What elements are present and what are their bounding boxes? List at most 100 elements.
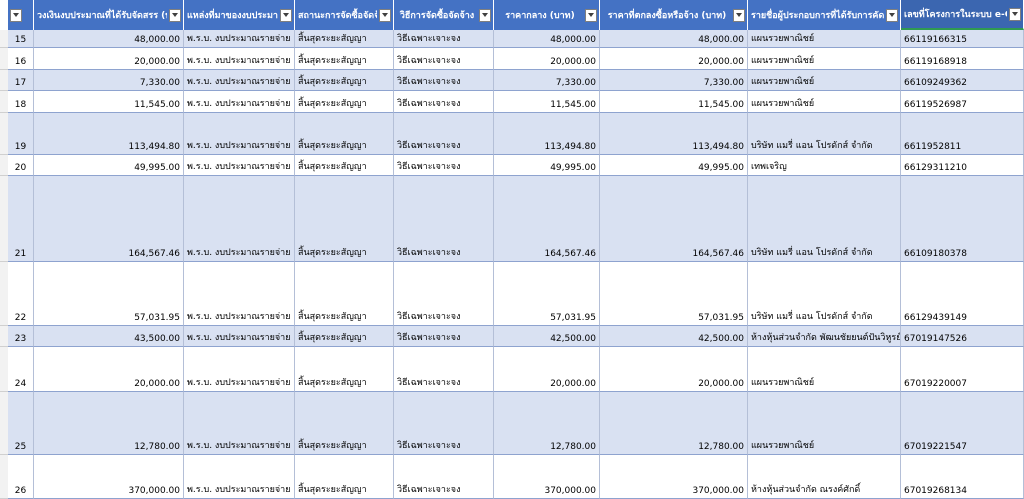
cell-method[interactable]: วิธีเฉพาะเจาะจง: [394, 176, 494, 262]
cell-method[interactable]: วิธีเฉพาะเจาะจง: [394, 455, 494, 499]
cell-agreed[interactable]: 370,000.00: [600, 455, 748, 499]
cell-source[interactable]: พ.ร.บ. งบประมาณรายจ่าย: [184, 30, 295, 48]
cell-median[interactable]: 164,567.46: [494, 176, 600, 262]
dropdown-arrow-icon[interactable]: [733, 8, 745, 22]
cell-median[interactable]: 12,780.00: [494, 392, 600, 455]
cell-vendor[interactable]: แผนรวยพาณิชย์: [748, 347, 901, 392]
cell-source[interactable]: พ.ร.บ. งบประมาณรายจ่าย: [184, 326, 295, 347]
cell-budget[interactable]: 20,000.00: [34, 347, 184, 392]
cell-status[interactable]: สิ้นสุดระยะสัญญา: [295, 392, 394, 455]
cell-method[interactable]: วิธีเฉพาะเจาะจง: [394, 155, 494, 176]
dropdown-arrow-icon[interactable]: [1009, 7, 1021, 21]
cell-budget[interactable]: 57,031.95: [34, 262, 184, 326]
cell-median[interactable]: 48,000.00: [494, 30, 600, 48]
cell-status[interactable]: สิ้นสุดระยะสัญญา: [295, 91, 394, 113]
dropdown-arrow-icon[interactable]: [280, 8, 292, 22]
cell-median[interactable]: 57,031.95: [494, 262, 600, 326]
cell-no[interactable]: 17: [8, 70, 34, 91]
cell-budget[interactable]: 164,567.46: [34, 176, 184, 262]
cell-method[interactable]: วิธีเฉพาะเจาะจง: [394, 91, 494, 113]
dropdown-arrow-icon[interactable]: [585, 8, 597, 22]
cell-egp[interactable]: 66119526987: [901, 91, 1024, 113]
cell-agreed[interactable]: 42,500.00: [600, 326, 748, 347]
cell-vendor[interactable]: บริษัท แมรี่ แอน โปรดักส์ จำกัด: [748, 262, 901, 326]
cell-vendor[interactable]: บริษัท แมรี่ แอน โปรดักส์ จำกัด: [748, 113, 901, 155]
cell-no[interactable]: 26: [8, 455, 34, 499]
row-header[interactable]: [0, 455, 8, 499]
cell-vendor[interactable]: แผนรวยพาณิชย์: [748, 91, 901, 113]
cell-vendor[interactable]: แผนรวยพาณิชย์: [748, 392, 901, 455]
cell-egp[interactable]: 67019268134: [901, 455, 1024, 499]
cell-source[interactable]: พ.ร.บ. งบประมาณรายจ่าย: [184, 70, 295, 91]
cell-method[interactable]: วิธีเฉพาะเจาะจง: [394, 262, 494, 326]
cell-method[interactable]: วิธีเฉพาะเจาะจง: [394, 48, 494, 70]
dropdown-arrow-icon[interactable]: [10, 8, 22, 22]
header-agreed[interactable]: ราคาที่ตกลงซื้อหรือจ้าง (บาท): [600, 0, 748, 30]
cell-budget[interactable]: 370,000.00: [34, 455, 184, 499]
row-header[interactable]: [0, 347, 8, 392]
cell-no[interactable]: 18: [8, 91, 34, 113]
cell-source[interactable]: พ.ร.บ. งบประมาณรายจ่าย: [184, 155, 295, 176]
cell-source[interactable]: พ.ร.บ. งบประมาณรายจ่าย: [184, 392, 295, 455]
cell-source[interactable]: พ.ร.บ. งบประมาณรายจ่าย: [184, 262, 295, 326]
cell-source[interactable]: พ.ร.บ. งบประมาณรายจ่าย: [184, 176, 295, 262]
cell-median[interactable]: 49,995.00: [494, 155, 600, 176]
header-no[interactable]: [8, 0, 34, 30]
cell-source[interactable]: พ.ร.บ. งบประมาณรายจ่าย: [184, 347, 295, 392]
cell-method[interactable]: วิธีเฉพาะเจาะจง: [394, 113, 494, 155]
row-header[interactable]: [0, 113, 8, 155]
cell-status[interactable]: สิ้นสุดระยะสัญญา: [295, 155, 394, 176]
cell-budget[interactable]: 7,330.00: [34, 70, 184, 91]
cell-method[interactable]: วิธีเฉพาะเจาะจง: [394, 30, 494, 48]
cell-median[interactable]: 11,545.00: [494, 91, 600, 113]
dropdown-arrow-icon[interactable]: [886, 8, 898, 22]
cell-egp[interactable]: 66129311210: [901, 155, 1024, 176]
cell-budget[interactable]: 43,500.00: [34, 326, 184, 347]
dropdown-arrow-icon[interactable]: [479, 8, 491, 22]
cell-budget[interactable]: 12,780.00: [34, 392, 184, 455]
row-header[interactable]: [0, 48, 8, 70]
cell-median[interactable]: 370,000.00: [494, 455, 600, 499]
cell-vendor[interactable]: แผนรวยพาณิชย์: [748, 30, 901, 48]
header-budget[interactable]: วงเงินงบประมาณที่ได้รับจัดสรร (บาท): [34, 0, 184, 30]
cell-median[interactable]: 20,000.00: [494, 48, 600, 70]
cell-egp[interactable]: 6611952811: [901, 113, 1024, 155]
cell-status[interactable]: สิ้นสุดระยะสัญญา: [295, 262, 394, 326]
cell-median[interactable]: 7,330.00: [494, 70, 600, 91]
row-header[interactable]: [0, 262, 8, 326]
cell-status[interactable]: สิ้นสุดระยะสัญญา: [295, 176, 394, 262]
cell-agreed[interactable]: 11,545.00: [600, 91, 748, 113]
cell-no[interactable]: 16: [8, 48, 34, 70]
cell-status[interactable]: สิ้นสุดระยะสัญญา: [295, 48, 394, 70]
cell-budget[interactable]: 48,000.00: [34, 30, 184, 48]
header-egp[interactable]: เลขที่โครงการในระบบ e-GP: [901, 0, 1024, 30]
cell-status[interactable]: สิ้นสุดระยะสัญญา: [295, 347, 394, 392]
cell-egp[interactable]: 66119166315: [901, 30, 1024, 48]
cell-agreed[interactable]: 57,031.95: [600, 262, 748, 326]
cell-median[interactable]: 113,494.80: [494, 113, 600, 155]
row-header[interactable]: [0, 70, 8, 91]
cell-agreed[interactable]: 7,330.00: [600, 70, 748, 91]
cell-egp[interactable]: 66109180378: [901, 176, 1024, 262]
cell-agreed[interactable]: 113,494.80: [600, 113, 748, 155]
cell-method[interactable]: วิธีเฉพาะเจาะจง: [394, 70, 494, 91]
cell-no[interactable]: 25: [8, 392, 34, 455]
header-method[interactable]: วิธีการจัดซื้อจัดจ้าง: [394, 0, 494, 30]
cell-no[interactable]: 19: [8, 113, 34, 155]
row-header[interactable]: [0, 176, 8, 262]
cell-no[interactable]: 22: [8, 262, 34, 326]
cell-median[interactable]: 20,000.00: [494, 347, 600, 392]
cell-source[interactable]: พ.ร.บ. งบประมาณรายจ่าย: [184, 455, 295, 499]
row-header[interactable]: [0, 392, 8, 455]
cell-source[interactable]: พ.ร.บ. งบประมาณรายจ่าย: [184, 48, 295, 70]
cell-vendor[interactable]: แผนรวยพาณิชย์: [748, 48, 901, 70]
header-median[interactable]: ราคากลาง (บาท): [494, 0, 600, 30]
cell-status[interactable]: สิ้นสุดระยะสัญญา: [295, 326, 394, 347]
cell-budget[interactable]: 11,545.00: [34, 91, 184, 113]
cell-status[interactable]: สิ้นสุดระยะสัญญา: [295, 455, 394, 499]
cell-budget[interactable]: 49,995.00: [34, 155, 184, 176]
cell-source[interactable]: พ.ร.บ. งบประมาณรายจ่าย: [184, 113, 295, 155]
cell-egp[interactable]: 67019221547: [901, 392, 1024, 455]
cell-no[interactable]: 24: [8, 347, 34, 392]
cell-vendor[interactable]: บริษัท แมรี่ แอน โปรดักส์ จำกัด: [748, 176, 901, 262]
